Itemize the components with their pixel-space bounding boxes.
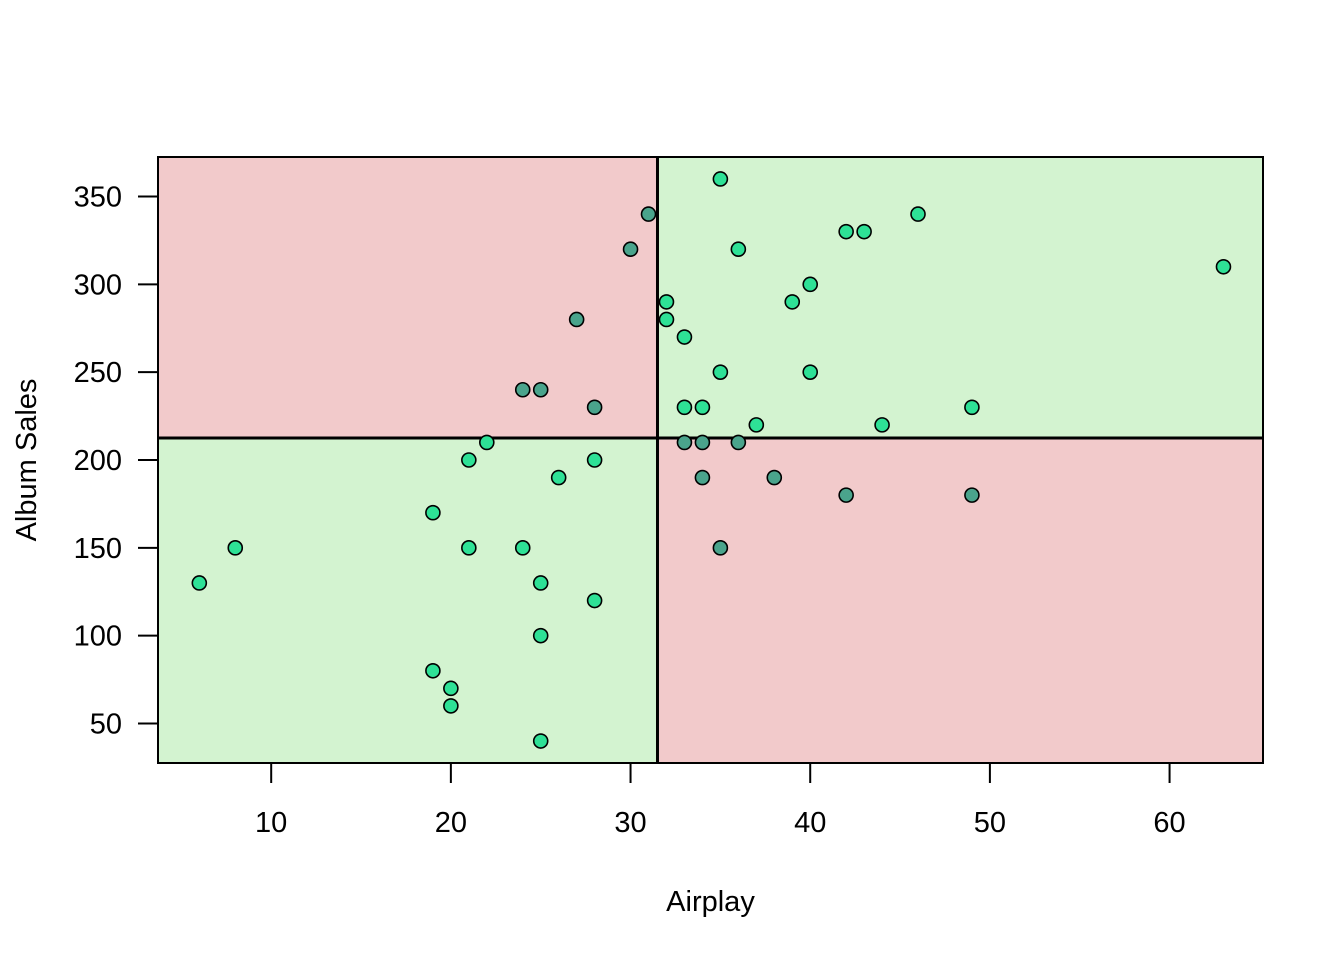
x-axis: 10 20 30 40 50 60 xyxy=(255,762,1186,839)
quadrant-bottom-right xyxy=(657,438,1263,763)
data-point xyxy=(658,311,675,328)
x-tick-label: 10 xyxy=(255,807,287,839)
data-point xyxy=(802,364,819,380)
y-tick-label: 100 xyxy=(74,621,122,653)
quadrant-top-right xyxy=(657,157,1263,439)
y-tick-label: 200 xyxy=(74,445,122,477)
data-point xyxy=(964,487,980,503)
quadrant-backgrounds xyxy=(158,157,1263,763)
data-point xyxy=(586,399,603,416)
data-point xyxy=(676,399,693,416)
data-point xyxy=(694,469,711,486)
data-point xyxy=(730,241,747,258)
x-tick-label: 40 xyxy=(794,807,826,839)
x-tick-label: 50 xyxy=(974,807,1006,839)
data-point xyxy=(586,452,603,468)
y-tick-label: 350 xyxy=(74,182,122,214)
data-point xyxy=(658,294,675,310)
data-point xyxy=(838,223,854,240)
data-point xyxy=(622,241,639,258)
data-point xyxy=(694,434,711,451)
data-point xyxy=(443,680,459,697)
y-tick-label: 300 xyxy=(74,269,122,301)
data-point xyxy=(964,399,980,416)
x-tick-label: 30 xyxy=(614,807,646,839)
data-point xyxy=(1215,258,1232,275)
mean-lines xyxy=(158,157,1263,763)
data-point xyxy=(532,381,549,398)
y-tick-label: 250 xyxy=(74,357,122,389)
data-point xyxy=(640,206,657,222)
data-point xyxy=(856,223,872,240)
data-point xyxy=(586,592,603,609)
data-point xyxy=(874,417,890,433)
data-point xyxy=(784,294,801,310)
data-point xyxy=(425,504,441,521)
data-point xyxy=(443,698,459,714)
x-tick-label: 20 xyxy=(435,807,467,839)
y-axis: 50 100 150 200 250 300 350 xyxy=(74,182,159,740)
y-tick-label: 50 xyxy=(90,708,122,740)
x-tick-label: 60 xyxy=(1153,807,1185,839)
data-point xyxy=(514,540,531,556)
data-point xyxy=(191,575,208,591)
data-point xyxy=(694,399,711,416)
data-point xyxy=(461,452,477,468)
data-point xyxy=(730,434,747,451)
data-point xyxy=(532,733,549,749)
x-axis-title: Airplay xyxy=(666,886,755,918)
data-point xyxy=(532,575,549,591)
data-point xyxy=(550,469,567,486)
data-point xyxy=(676,434,693,451)
data-point xyxy=(461,540,477,556)
data-point xyxy=(479,434,495,451)
data-point xyxy=(568,311,585,328)
data-point xyxy=(766,469,783,486)
data-point xyxy=(227,540,244,556)
data-point xyxy=(712,171,729,187)
data-point xyxy=(712,540,729,556)
data-point xyxy=(514,381,531,398)
data-point xyxy=(676,329,693,345)
data-point xyxy=(838,487,854,503)
data-point xyxy=(712,364,729,380)
quadrant-top-left xyxy=(158,157,658,439)
y-tick-label: 150 xyxy=(74,533,122,565)
y-axis-title: Album Sales xyxy=(11,379,43,542)
data-point xyxy=(748,417,765,433)
data-points xyxy=(191,171,1232,749)
data-point xyxy=(802,276,819,293)
data-point xyxy=(910,206,926,222)
quadrant-bottom-left xyxy=(158,438,658,763)
data-point xyxy=(532,627,549,644)
data-point xyxy=(425,662,441,679)
